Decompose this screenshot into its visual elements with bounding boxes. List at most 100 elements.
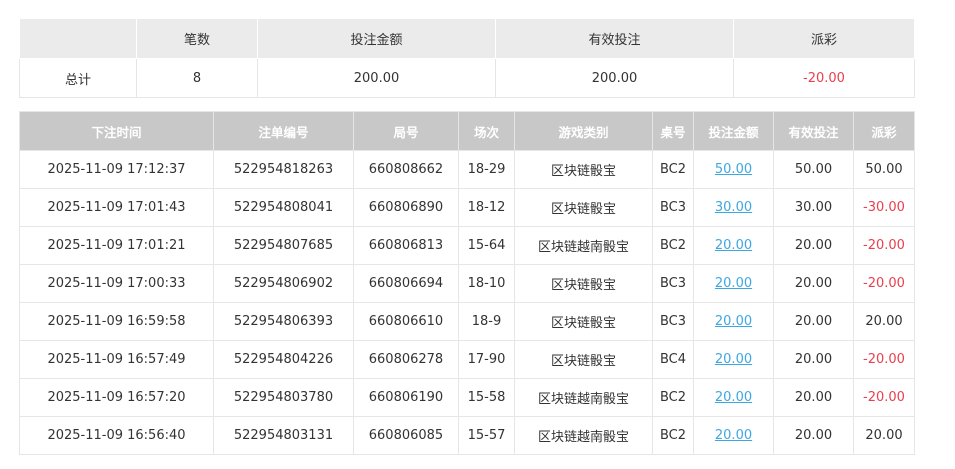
cell-game-type: 区块链越南骰宝 [514,416,653,455]
cell-game-type: 区块链骰宝 [514,188,653,227]
cell-round-id: 660806813 [353,226,459,265]
cell-order-id: 522954807685 [213,226,354,265]
summary-header-bet: 投注金额 [257,18,496,59]
cell-round-id: 660806085 [353,416,459,455]
cell-session: 18-12 [458,188,515,227]
cell-bet-time: 2025-11-09 16:59:58 [19,302,214,341]
bet-amount-link[interactable]: 20.00 [714,390,753,405]
cell-bet-amount: 30.00 [693,188,774,227]
header-table-id: 桌号 [652,111,694,151]
cell-payout: 50.00 [853,150,915,189]
summary-label: 总计 [19,58,137,98]
table-row: 2025-11-09 16:57:49 522954804226 660806278… [19,340,915,379]
cell-round-id: 660806890 [353,188,459,227]
cell-order-id: 522954803780 [213,378,354,417]
header-bet-time: 下注时间 [19,111,214,151]
summary-table: 笔数 投注金额 有效投注 派彩 总计 8 200.00 200.00 -20.0… [19,18,915,98]
cell-session: 18-9 [458,302,515,341]
cell-order-id: 522954806393 [213,302,354,341]
header-session: 场次 [458,111,515,151]
cell-payout: 20.00 [853,302,915,341]
summary-total-row: 总计 8 200.00 200.00 -20.00 [19,58,915,98]
cell-round-id: 660806278 [353,340,459,379]
cell-bet-time: 2025-11-09 17:01:21 [19,226,214,265]
cell-game-type: 区块链骰宝 [514,150,653,189]
cell-round-id: 660806694 [353,264,459,303]
bet-amount-link[interactable]: 20.00 [714,276,753,291]
cell-bet-amount: 20.00 [693,378,774,417]
detail-header-row: 下注时间 注单编号 局号 场次 游戏类别 桌号 投注金额 有效投注 派彩 [19,111,915,151]
cell-bet-time: 2025-11-09 16:57:20 [19,378,214,417]
header-bet-amount: 投注金额 [693,111,774,151]
cell-bet-amount: 20.00 [693,340,774,379]
cell-payout: -20.00 [853,378,915,417]
summary-header-row: 笔数 投注金额 有效投注 派彩 [19,18,915,59]
cell-bet-amount: 50.00 [693,150,774,189]
summary-bet: 200.00 [257,58,496,98]
cell-valid-bet: 20.00 [773,226,854,265]
cell-order-id: 522954818263 [213,150,354,189]
cell-valid-bet: 20.00 [773,264,854,303]
cell-round-id: 660806190 [353,378,459,417]
cell-order-id: 522954806902 [213,264,354,303]
summary-payout: -20.00 [733,58,915,98]
cell-valid-bet: 20.00 [773,378,854,417]
bet-amount-link[interactable]: 20.00 [714,238,753,253]
cell-payout: -30.00 [853,188,915,227]
cell-valid-bet: 50.00 [773,150,854,189]
cell-game-type: 区块链骰宝 [514,264,653,303]
cell-bet-amount: 20.00 [693,226,774,265]
cell-order-id: 522954803131 [213,416,354,455]
table-row: 2025-11-09 17:00:33 522954806902 660806694… [19,264,915,303]
bet-amount-link[interactable]: 20.00 [714,428,753,443]
bet-amount-link[interactable]: 20.00 [714,352,753,367]
cell-bet-amount: 20.00 [693,264,774,303]
cell-payout: -20.00 [853,340,915,379]
cell-valid-bet: 20.00 [773,302,854,341]
bet-amount-link[interactable]: 50.00 [714,162,753,177]
cell-order-id: 522954804226 [213,340,354,379]
cell-payout: 20.00 [853,416,915,455]
header-game-type: 游戏类别 [514,111,653,151]
cell-bet-time: 2025-11-09 17:00:33 [19,264,214,303]
cell-session: 15-58 [458,378,515,417]
cell-game-type: 区块链越南骰宝 [514,378,653,417]
cell-bet-time: 2025-11-09 17:12:37 [19,150,214,189]
cell-payout: -20.00 [853,226,915,265]
cell-bet-time: 2025-11-09 17:01:43 [19,188,214,227]
cell-bet-amount: 20.00 [693,302,774,341]
header-payout: 派彩 [853,111,915,151]
cell-valid-bet: 20.00 [773,340,854,379]
bet-amount-link[interactable]: 30.00 [714,200,753,215]
table-row: 2025-11-09 16:56:40 522954803131 660806085… [19,416,915,455]
cell-game-type: 区块链越南骰宝 [514,226,653,265]
cell-payout: -20.00 [853,264,915,303]
cell-table-id: BC2 [652,150,694,189]
cell-bet-amount: 20.00 [693,416,774,455]
cell-table-id: BC2 [652,226,694,265]
table-row: 2025-11-09 17:01:43 522954808041 660806890… [19,188,915,227]
cell-game-type: 区块链骰宝 [514,302,653,341]
header-round-id: 局号 [353,111,459,151]
cell-session: 17-90 [458,340,515,379]
table-row: 2025-11-09 16:57:20 522954803780 660806190… [19,378,915,417]
cell-session: 18-29 [458,150,515,189]
summary-header-payout: 派彩 [733,18,915,59]
summary-header-valid: 有效投注 [495,18,734,59]
cell-game-type: 区块链骰宝 [514,340,653,379]
summary-header-blank [19,18,137,59]
cell-valid-bet: 30.00 [773,188,854,227]
cell-bet-time: 2025-11-09 16:56:40 [19,416,214,455]
cell-session: 18-10 [458,264,515,303]
bet-amount-link[interactable]: 20.00 [714,314,753,329]
header-valid-bet: 有效投注 [773,111,854,151]
cell-session: 15-57 [458,416,515,455]
cell-round-id: 660806610 [353,302,459,341]
cell-table-id: BC2 [652,416,694,455]
cell-table-id: BC3 [652,188,694,227]
cell-table-id: BC4 [652,340,694,379]
cell-table-id: BC3 [652,302,694,341]
cell-session: 15-64 [458,226,515,265]
summary-header-count: 笔数 [136,18,258,59]
cell-valid-bet: 20.00 [773,416,854,455]
